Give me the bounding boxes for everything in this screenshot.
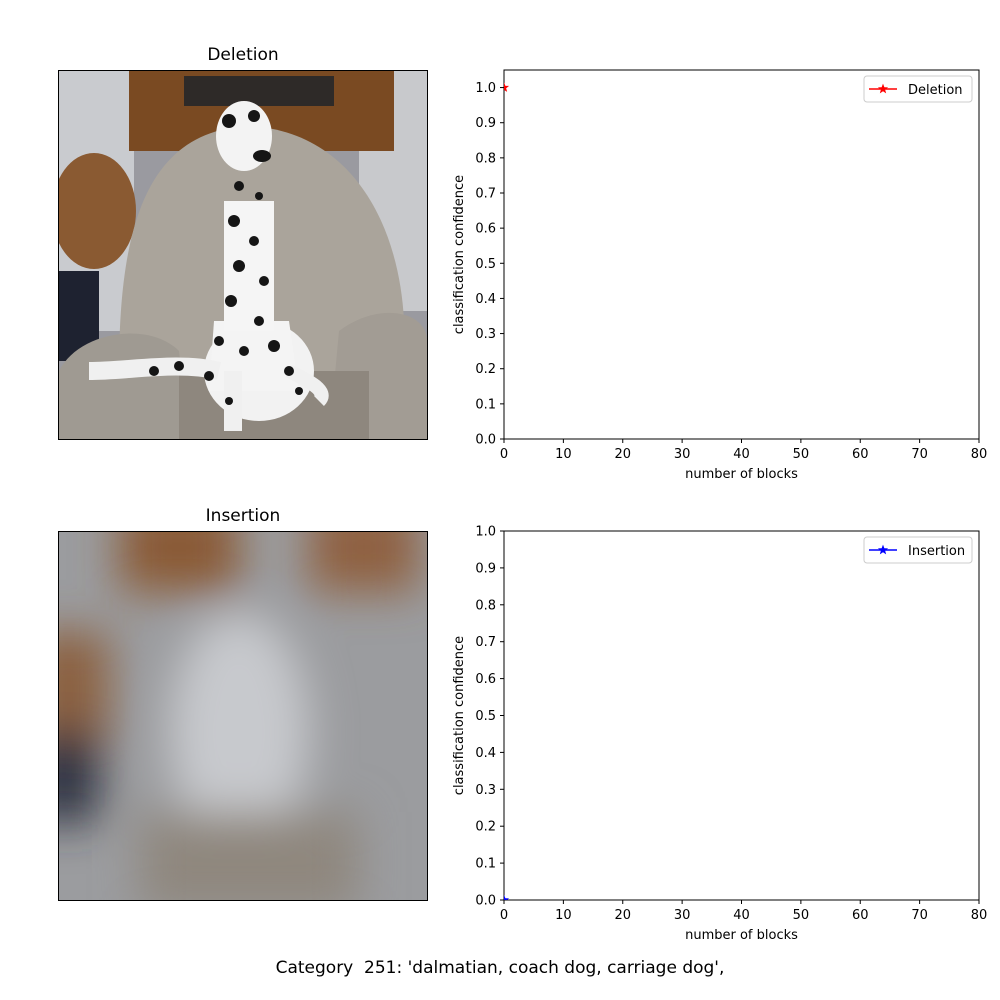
x-axis-label: number of blocks [685,467,798,482]
insertion-image [58,531,428,901]
y-tick-label: 0.4 [475,746,496,761]
y-tick-label: 0.2 [475,820,496,835]
legend-box [863,536,973,564]
x-tick-label: 80 [971,447,988,462]
y-tick-label: 0.8 [475,151,496,166]
deletion-chart: 0 10 20 30 40 50 60 70 80 0.0 0.1 0.2 0.3 0.4 0.5 0.6 0.… [452,69,988,482]
x-tick-label: 50 [793,447,810,462]
legend-label: Insertion [908,544,965,559]
insertion-image-title: Insertion [205,506,281,526]
y-axis-label: classification confidence [452,175,467,334]
x-tick-label: 30 [674,908,691,923]
insertion-chart: 0 10 20 30 40 50 60 70 80 0.0 0.1 0.2 0.3 0.4 0.5 0.6 0.… [452,525,987,944]
deletion-image-title: Deletion [207,45,279,65]
legend-marker [877,83,889,94]
x-axis-label: number of blocks [685,928,798,943]
y-tick-label: 0.4 [475,292,496,307]
y-tick-label: 0.6 [475,672,496,687]
legend-box [863,75,973,103]
x-tick-label: 80 [971,908,988,923]
y-tick-label: 0.2 [475,362,496,377]
plot-area [503,69,980,440]
data-point [504,82,510,92]
data-layer [504,894,510,900]
y-tick-label: 0.5 [475,257,496,272]
x-tick-label: 0 [500,908,508,923]
deletion-image [58,70,428,440]
y-tick-label: 0.1 [475,397,496,412]
y-tick-label: 0.8 [475,598,496,613]
x-tick-label: 40 [733,908,750,923]
x-tick-label: 20 [614,908,631,923]
y-tick-label: 0.9 [475,561,496,576]
x-tick-label: 10 [555,908,572,923]
y-tick-label: 1.0 [475,81,496,96]
legend-label: Deletion [908,83,963,98]
y-tick-label: 0.0 [475,433,496,448]
y-tick-label: 0.7 [475,187,496,202]
y-tick-label: 0.7 [475,635,496,650]
y-tick-label: 0.3 [475,327,496,342]
x-tick-label: 20 [614,447,631,462]
y-axis-label: classification confidence [452,636,467,795]
legend-marker [877,544,889,555]
data-point [504,894,510,900]
y-tick-label: 0.0 [475,894,496,909]
x-tick-label: 30 [674,447,691,462]
y-tick-label: 1.0 [475,525,496,540]
y-tick-label: 0.9 [475,116,496,131]
y-tick-label: 0.5 [475,709,496,724]
x-tick-label: 40 [733,447,750,462]
x-tick-label: 10 [555,447,572,462]
category-caption: Category 251: 'dalmatian, coach dog, car… [275,958,725,978]
data-layer [504,82,510,92]
x-tick-label: 50 [793,908,810,923]
y-tick-label: 0.1 [475,857,496,872]
x-tick-label: 60 [852,908,869,923]
y-tick-label: 0.6 [475,222,496,237]
x-tick-label: 60 [852,447,869,462]
x-tick-label: 0 [500,447,508,462]
plot-area [503,530,980,901]
x-tick-label: 70 [911,908,928,923]
x-tick-label: 70 [911,447,928,462]
y-tick-label: 0.3 [475,783,496,798]
